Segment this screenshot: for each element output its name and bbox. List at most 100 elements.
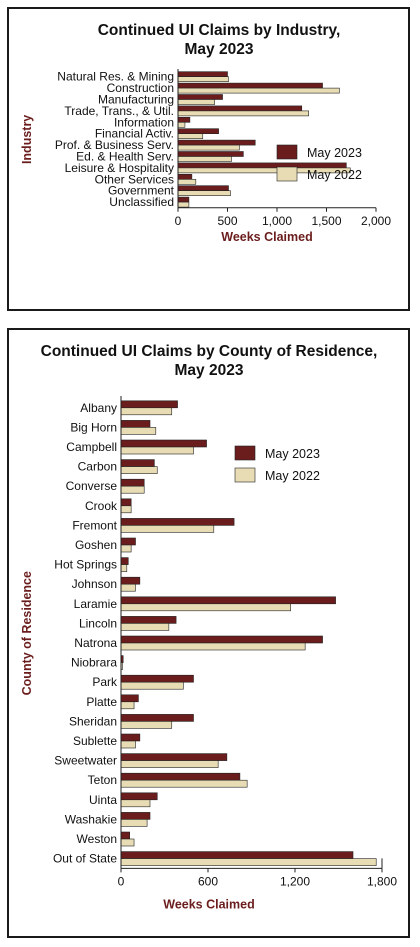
bar-may-2022 xyxy=(177,144,240,151)
bar-may-2022 xyxy=(120,407,173,416)
category-label: Converse xyxy=(66,479,118,493)
category-label: Leisure & Hospitality xyxy=(65,161,174,175)
bar-may-2023 xyxy=(177,105,303,112)
bar-may-2022 xyxy=(177,190,231,196)
legend-label: May 2022 xyxy=(265,469,320,483)
bar-may-2022 xyxy=(120,799,151,808)
x-tick-label: 0 xyxy=(175,214,182,228)
bar-may-2023 xyxy=(120,576,141,585)
bar-may-2022 xyxy=(177,201,190,208)
category-label: Sublette xyxy=(73,734,117,748)
category-label: Campbell xyxy=(66,440,117,454)
bar-may-2022 xyxy=(120,505,132,514)
category-label: Goshen xyxy=(75,538,117,552)
bar-may-2022 xyxy=(120,858,377,866)
bar-may-2023 xyxy=(177,139,256,146)
category-label: Out of State xyxy=(53,852,117,866)
bar-may-2023 xyxy=(177,94,223,100)
x-tick-label: 1,800 xyxy=(367,874,397,888)
category-label: Big Horn xyxy=(70,420,117,434)
bar-may-2023 xyxy=(120,400,178,409)
category-label: Laramie xyxy=(74,597,118,611)
bar-may-2023 xyxy=(177,117,191,123)
bar-may-2023 xyxy=(120,851,354,859)
legend-swatch xyxy=(276,144,298,160)
bar-may-2023 xyxy=(120,420,151,428)
chart-title-line: May 2023 xyxy=(175,362,244,379)
bar-may-2023 xyxy=(177,128,219,134)
bar-may-2023 xyxy=(120,733,141,742)
bar-may-2023 xyxy=(120,518,235,526)
bar-may-2023 xyxy=(120,753,228,761)
bar-may-2022 xyxy=(120,721,173,729)
county-chart: Continued UI Claims by County of Residen… xyxy=(20,343,397,911)
legend-swatch xyxy=(234,445,256,461)
bar-may-2023 xyxy=(120,459,155,467)
category-label: Carbon xyxy=(78,460,117,474)
category-label: Sweetwater xyxy=(54,754,117,768)
category-label: Lincoln xyxy=(79,616,117,630)
y-axis-label: County of Residence xyxy=(20,571,34,695)
category-label: Sheridan xyxy=(69,714,117,728)
x-tick-label: 1,000 xyxy=(262,214,292,228)
bar-may-2022 xyxy=(120,544,132,553)
chart-title-line: Continued UI Claims by Industry, xyxy=(98,22,341,39)
category-label: Government xyxy=(108,184,175,198)
bar-may-2022 xyxy=(120,446,194,455)
bar-may-2023 xyxy=(120,812,151,820)
category-label: Crook xyxy=(85,499,118,513)
bar-may-2022 xyxy=(120,838,135,847)
category-label: Niobrara xyxy=(71,656,117,670)
bar-may-2022 xyxy=(120,779,248,788)
legend-label: May 2023 xyxy=(307,146,362,160)
category-label: Uinta xyxy=(89,793,117,807)
legend-label: May 2022 xyxy=(307,168,362,182)
bar-may-2022 xyxy=(120,485,145,494)
legend-swatch xyxy=(276,166,298,182)
bar-may-2022 xyxy=(177,87,340,94)
x-axis-label: Weeks Claimed xyxy=(163,897,254,911)
bar-may-2022 xyxy=(120,623,170,631)
category-label: Manufacturing xyxy=(98,93,174,107)
legend-label: May 2023 xyxy=(265,447,320,461)
category-label: Unclassified xyxy=(109,195,174,209)
bar-may-2023 xyxy=(120,439,207,448)
bar-may-2023 xyxy=(120,792,158,801)
category-label: Natrona xyxy=(74,636,117,650)
county-chart-panel: Continued UI Claims by County of Residen… xyxy=(7,328,410,938)
category-label: Washakie xyxy=(65,812,118,826)
bar-may-2023 xyxy=(120,694,139,703)
bar-may-2022 xyxy=(120,466,158,474)
bar-may-2023 xyxy=(120,831,130,840)
bar-may-2023 xyxy=(120,616,177,624)
bar-may-2023 xyxy=(177,82,323,89)
bar-may-2022 xyxy=(177,179,197,185)
bar-may-2022 xyxy=(177,156,232,162)
bar-may-2023 xyxy=(120,498,132,507)
industry-chart: Continued UI Claims by Industry, May 2023… xyxy=(20,22,391,244)
bar-may-2023 xyxy=(120,772,241,781)
bar-may-2022 xyxy=(177,122,186,128)
x-tick-label: 0 xyxy=(118,874,125,888)
category-label: Fremont xyxy=(72,518,117,532)
bar-may-2022 xyxy=(177,99,215,105)
category-label: Information xyxy=(114,115,174,129)
x-tick-label: 2,000 xyxy=(361,214,391,228)
bar-may-2023 xyxy=(177,174,193,180)
bar-may-2023 xyxy=(120,537,136,546)
bar-may-2022 xyxy=(120,681,184,690)
bar-may-2022 xyxy=(120,583,136,592)
chart-title-line: Continued UI Claims by County of Residen… xyxy=(41,343,378,360)
category-label: Hot Springs xyxy=(54,558,117,572)
x-axis-label: Weeks Claimed xyxy=(221,230,312,244)
bar-may-2022 xyxy=(120,701,135,710)
x-tick-label: 600 xyxy=(198,874,218,888)
category-label: Johnson xyxy=(72,577,117,591)
bar-may-2022 xyxy=(120,564,128,572)
category-label: Albany xyxy=(80,401,117,415)
category-label: Natural Res. & Mining xyxy=(57,70,174,84)
bar-may-2023 xyxy=(120,714,194,722)
bar-may-2022 xyxy=(177,76,229,82)
category-label: Teton xyxy=(88,773,117,787)
bar-may-2023 xyxy=(177,151,244,157)
